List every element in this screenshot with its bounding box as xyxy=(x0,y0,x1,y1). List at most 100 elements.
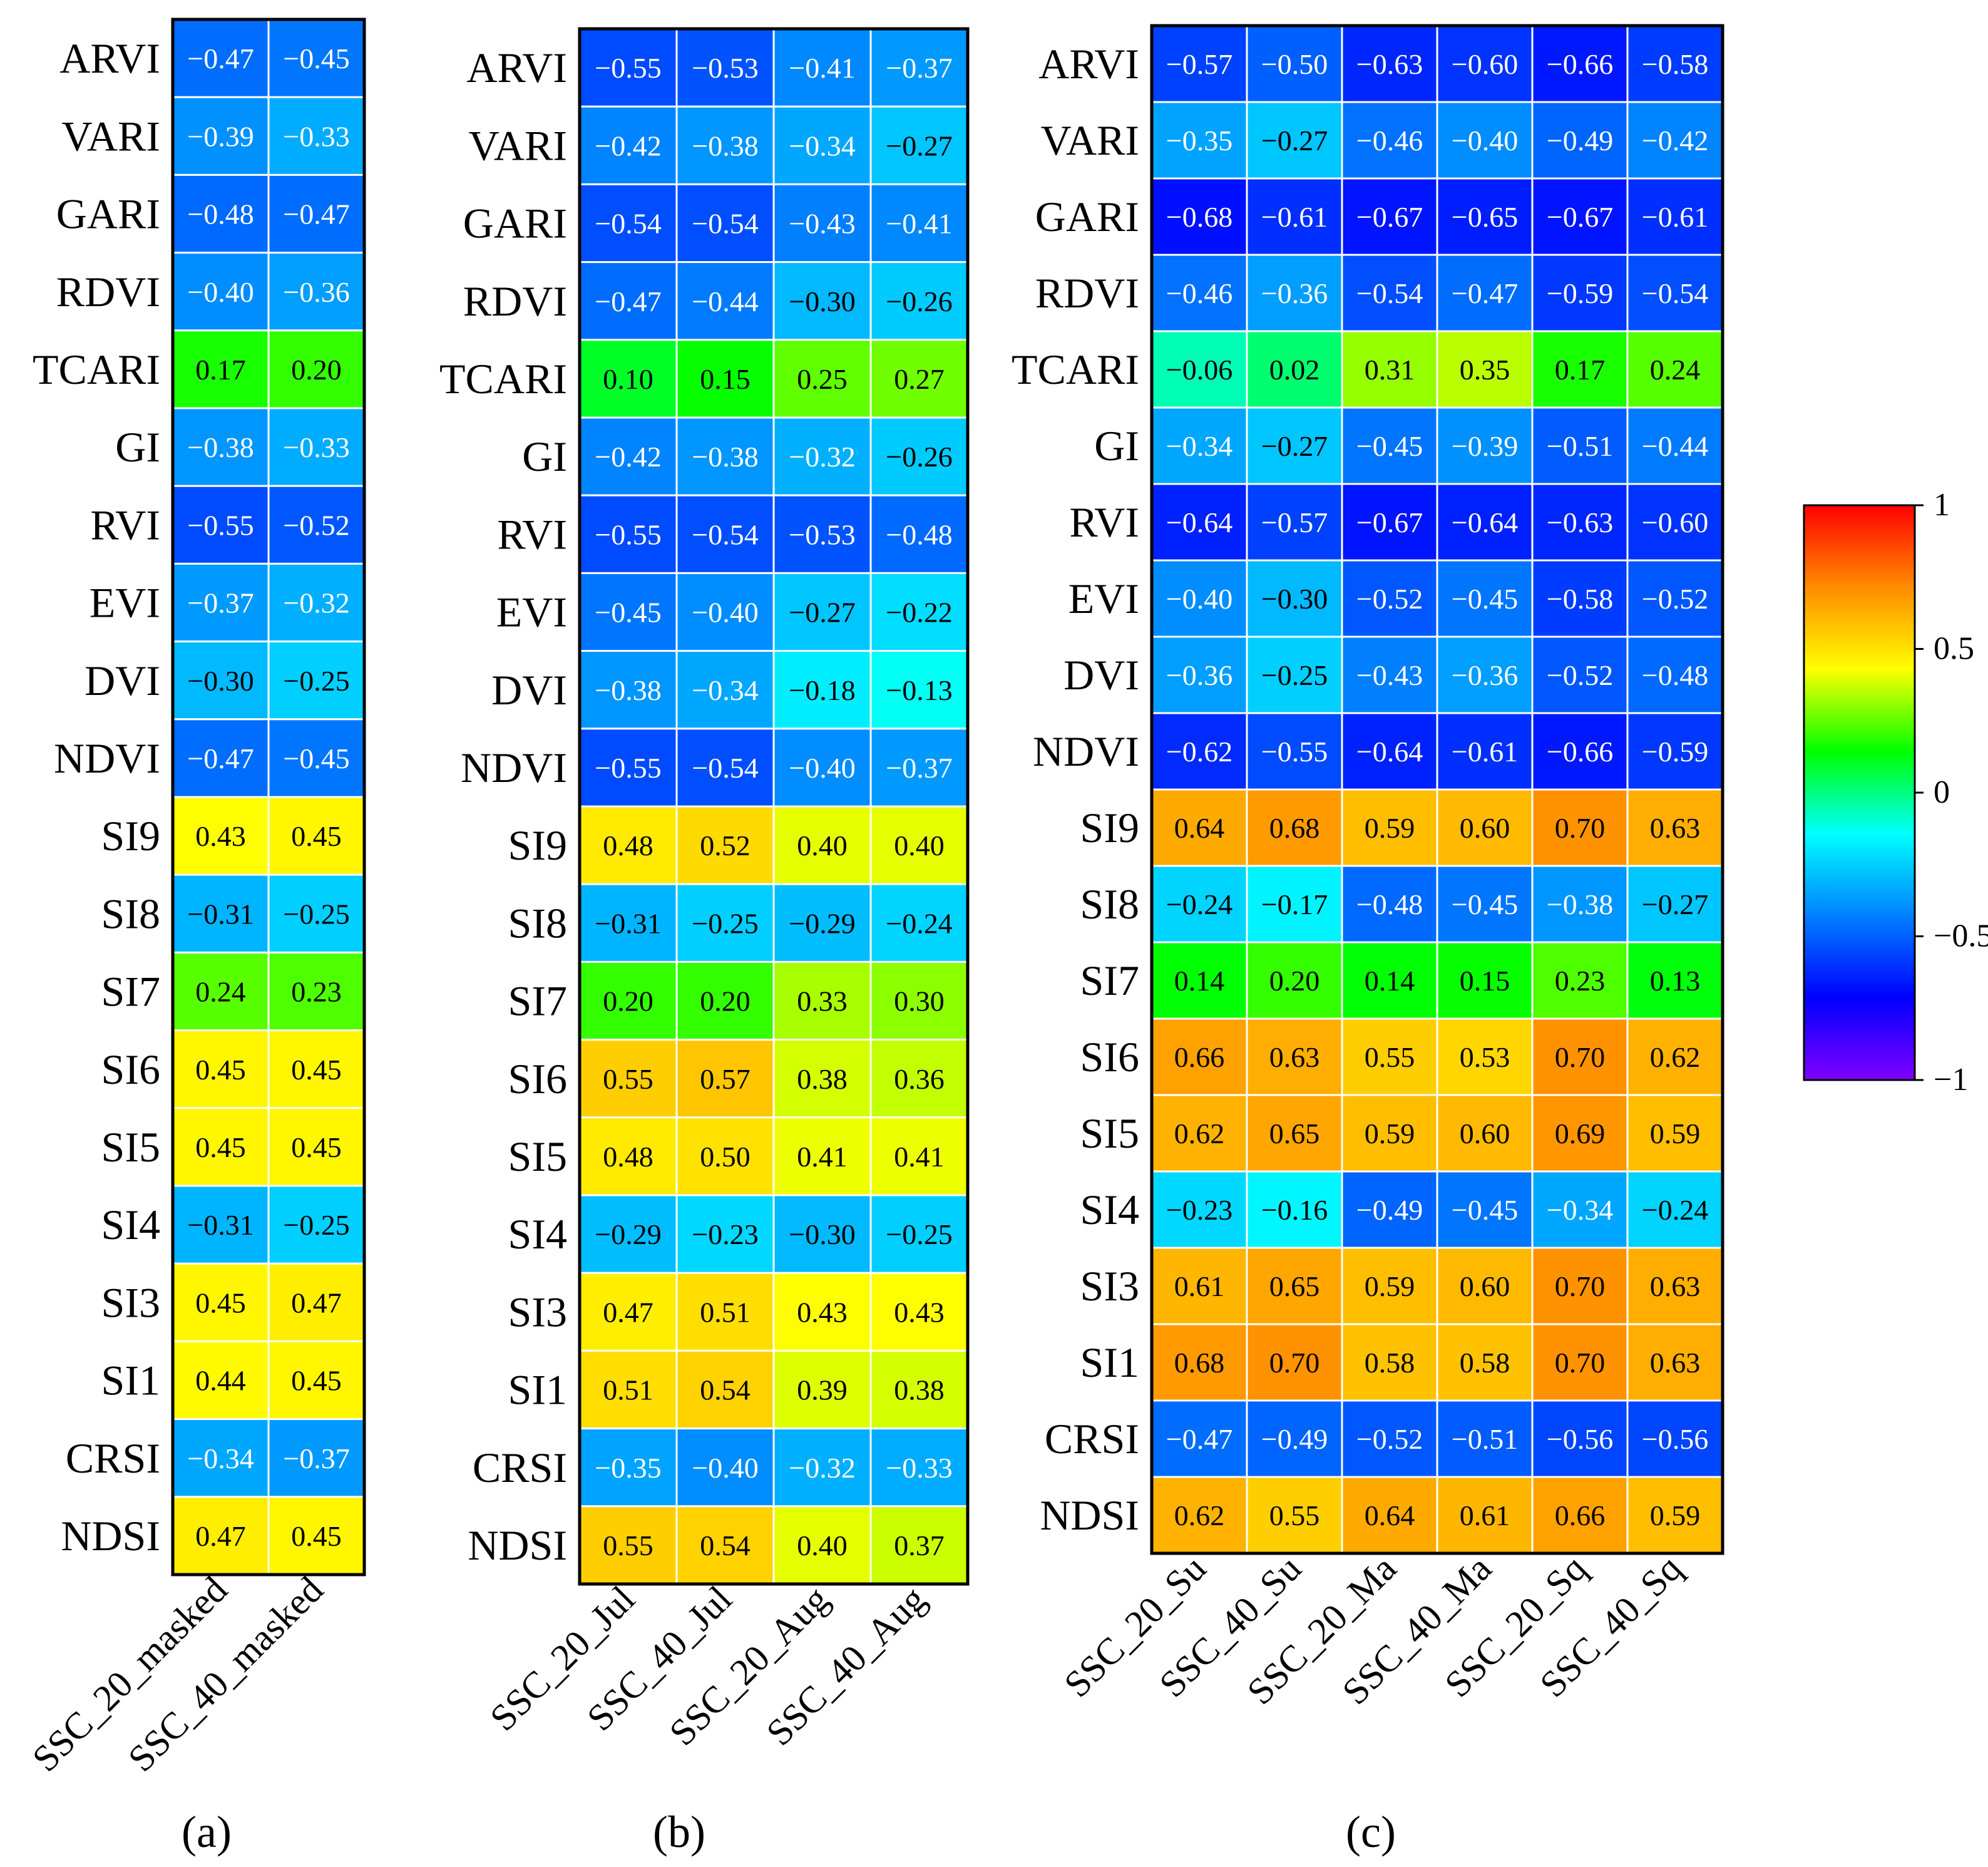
row-label: SI7 xyxy=(1080,957,1139,1004)
heatmap-cell xyxy=(1626,1094,1724,1173)
cell-value-label: 0.15 xyxy=(1460,965,1510,997)
row-label: RVI xyxy=(90,501,160,548)
cell-value-label: −0.30 xyxy=(187,665,254,697)
heatmap-cell xyxy=(1531,1017,1629,1096)
cell-value-label: −0.56 xyxy=(1547,1423,1613,1455)
cell-value-label: −0.29 xyxy=(789,907,855,939)
heatmap-cell xyxy=(869,728,969,808)
heatmap-cell xyxy=(675,960,775,1041)
row-label: CRSI xyxy=(473,1444,567,1491)
heatmap-cell xyxy=(1436,865,1534,944)
heatmap-frame xyxy=(1150,24,1724,1555)
heatmap-cell xyxy=(1626,177,1724,256)
heatmap-cell xyxy=(1341,254,1438,332)
heatmap-cell xyxy=(267,485,366,565)
cell-value-label: 0.40 xyxy=(797,1530,848,1561)
cell-value-label: 0.63 xyxy=(1650,1347,1701,1379)
cell-value-label: −0.42 xyxy=(595,441,661,473)
cell-value-label: −0.47 xyxy=(1166,1423,1232,1455)
colorbar-tick-label: −1 xyxy=(1934,1062,1968,1098)
heatmap-cell xyxy=(772,28,872,108)
cell-value-label: 0.45 xyxy=(195,1131,246,1163)
cell-value-label: 0.14 xyxy=(1174,965,1225,997)
cell-value-label: −0.30 xyxy=(789,285,855,317)
heatmap-cell xyxy=(1626,101,1724,180)
cell-value-label: −0.25 xyxy=(283,1209,349,1241)
cell-value-label: 0.43 xyxy=(195,820,246,852)
heatmap-cell xyxy=(1150,788,1248,867)
cell-value-label: −0.52 xyxy=(1356,583,1423,615)
cell-value-label: 0.40 xyxy=(797,830,848,861)
row-label: SI9 xyxy=(508,821,567,869)
cell-value-label: 0.27 xyxy=(894,363,945,395)
cell-value-label: −0.57 xyxy=(1261,507,1328,538)
heatmap-cell xyxy=(1341,1094,1438,1173)
cell-value-label: 0.52 xyxy=(700,830,751,861)
cell-value-label: −0.40 xyxy=(692,1452,758,1484)
row-label: SI8 xyxy=(508,899,567,947)
cell-value-label: 0.55 xyxy=(603,1530,653,1561)
cell-value-label: −0.24 xyxy=(886,907,952,939)
cell-value-label: −0.24 xyxy=(1166,888,1232,920)
cell-value-label: 0.47 xyxy=(291,1287,342,1319)
cell-value-label: −0.66 xyxy=(1547,48,1613,80)
heatmap-cell xyxy=(267,329,366,409)
heatmap-cell xyxy=(1341,941,1438,1020)
cell-value-label: −0.33 xyxy=(283,431,349,463)
row-label: GI xyxy=(115,423,160,471)
cell-value-label: −0.23 xyxy=(692,1218,758,1250)
heatmap-cell xyxy=(1341,1170,1438,1249)
heatmap-cell xyxy=(1436,483,1534,562)
heatmap-cell xyxy=(172,1185,270,1265)
cell-value-label: 0.13 xyxy=(1650,965,1701,997)
cell-value-label: −0.61 xyxy=(1452,736,1518,768)
cell-value-label: −0.67 xyxy=(1547,201,1613,233)
cell-value-label: 0.64 xyxy=(1174,812,1225,844)
row-label: SI6 xyxy=(101,1046,160,1093)
cell-value-label: −0.35 xyxy=(595,1452,661,1484)
cell-value-label: −0.25 xyxy=(692,907,758,939)
cell-value-label: −0.40 xyxy=(1452,125,1518,157)
cell-value-label: −0.29 xyxy=(595,1218,661,1250)
cell-value-label: −0.36 xyxy=(1166,659,1232,691)
heatmap-cell xyxy=(1626,406,1724,485)
cell-value-label: −0.53 xyxy=(789,518,855,550)
heatmap-cell xyxy=(1436,1247,1534,1325)
cell-value-label: −0.58 xyxy=(1642,48,1708,80)
heatmap-cell xyxy=(869,1349,969,1430)
cell-value-label: 0.53 xyxy=(1460,1041,1510,1073)
cell-value-label: 0.65 xyxy=(1269,1270,1320,1302)
cell-value-label: 0.47 xyxy=(603,1296,653,1328)
panel-label: (a) xyxy=(182,1807,232,1857)
row-label: TCARI xyxy=(1012,346,1139,393)
cell-value-label: −0.46 xyxy=(1356,125,1423,157)
row-label: VARI xyxy=(62,112,160,160)
heatmap-cell xyxy=(1436,559,1534,638)
row-label: SI1 xyxy=(101,1357,160,1404)
cell-value-label: 0.69 xyxy=(1555,1118,1606,1150)
cell-value-label: −0.22 xyxy=(886,597,952,629)
cell-value-label: −0.38 xyxy=(187,431,254,463)
cell-value-label: 0.17 xyxy=(195,354,246,386)
cell-value-label: −0.26 xyxy=(886,285,952,317)
cell-value-label: −0.45 xyxy=(595,597,661,629)
cell-value-label: −0.66 xyxy=(1547,736,1613,768)
cell-value-label: 0.45 xyxy=(291,1365,342,1397)
row-label: SI6 xyxy=(1080,1033,1139,1081)
row-label: RVI xyxy=(497,510,567,558)
cell-value-label: 0.47 xyxy=(195,1520,246,1552)
cell-value-label: 0.43 xyxy=(894,1296,945,1328)
cell-value-label: 0.20 xyxy=(603,985,653,1017)
cell-value-label: −0.41 xyxy=(789,52,855,84)
cell-value-label: −0.27 xyxy=(1261,125,1328,157)
cell-value-label: −0.56 xyxy=(1642,1423,1708,1455)
heatmap-cell xyxy=(267,407,366,487)
heatmap-cell xyxy=(675,1427,775,1508)
cell-value-label: −0.26 xyxy=(886,441,952,473)
cell-value-label: 0.61 xyxy=(1174,1270,1225,1302)
cell-value-label: −0.47 xyxy=(283,198,349,230)
cell-value-label: −0.59 xyxy=(1547,277,1613,309)
heatmap-cell xyxy=(772,183,872,264)
cell-value-label: 0.24 xyxy=(1650,354,1701,386)
cell-value-label: −0.61 xyxy=(1642,201,1708,233)
